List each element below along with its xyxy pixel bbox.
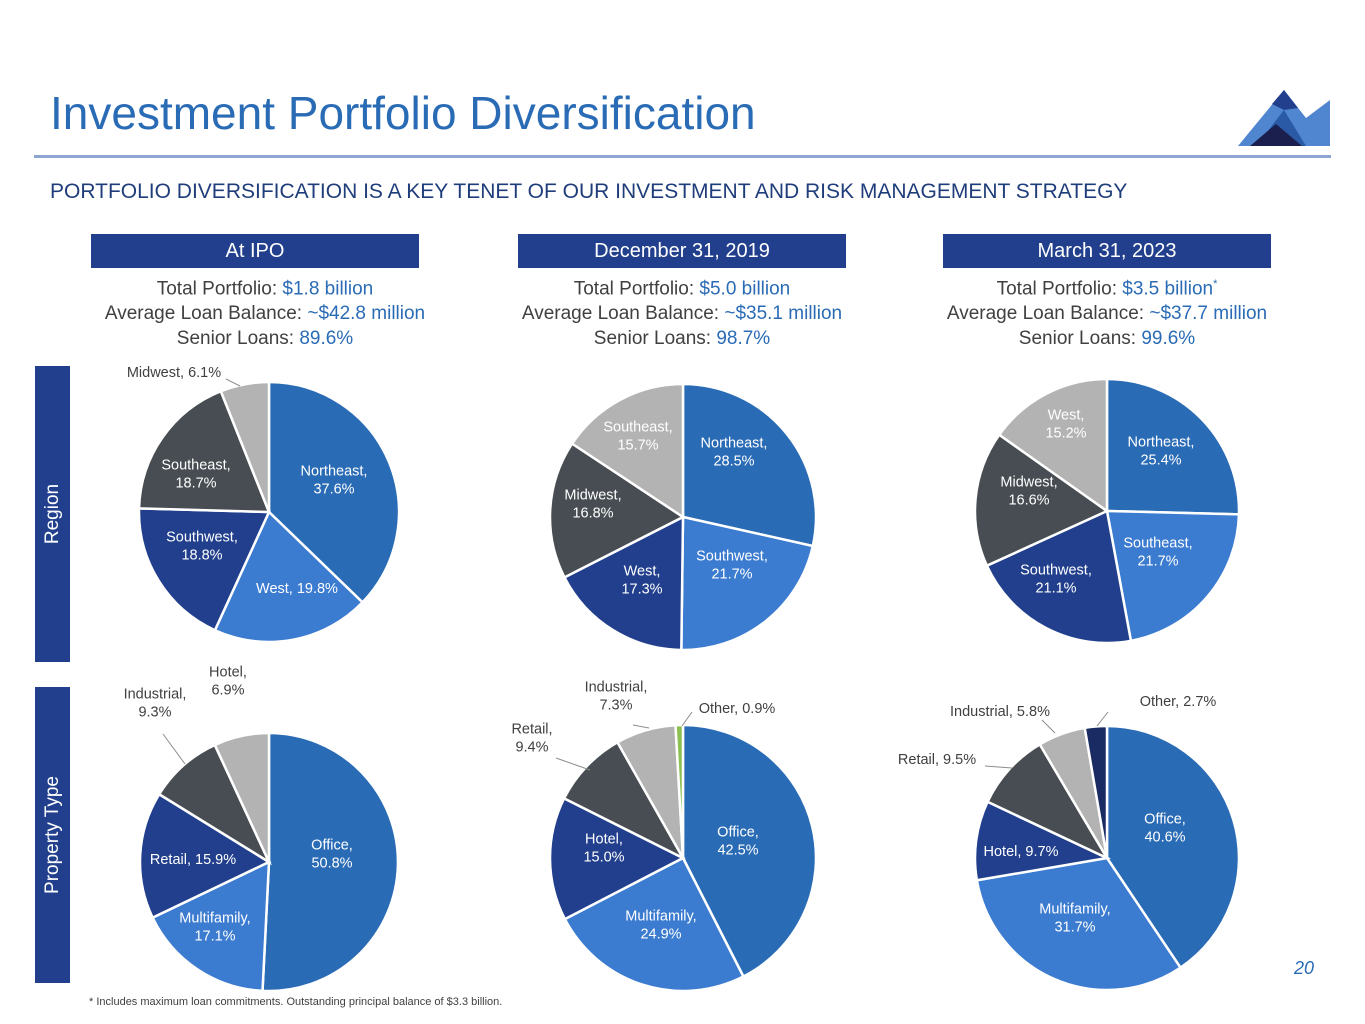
pie-slice-office bbox=[261, 731, 400, 993]
stats-2023: Total Portfolio: $3.5 billion* Average L… bbox=[897, 272, 1317, 351]
pie-slice-southeast bbox=[1105, 509, 1241, 643]
data-label-industrial: Industrial, 7.3% bbox=[585, 679, 648, 713]
pie-slice-southwest bbox=[680, 515, 815, 652]
pie-chart-3: Office, 50.8% Multifamily, 17.1% Retail, 15.… bbox=[124, 664, 400, 993]
avg-loan-line: Average Loan Balance: ~$42.8 million bbox=[104, 303, 426, 325]
pie-slice-multifamily bbox=[975, 856, 1183, 992]
total-portfolio-line: Total Portfolio: $1.8 billion bbox=[156, 278, 374, 300]
data-label-west: West, 19.8% bbox=[256, 581, 338, 597]
data-label-office: Office, 50.8% bbox=[311, 837, 353, 871]
data-label-multifamily: Multifamily, 31.7% bbox=[1039, 901, 1110, 935]
data-label-southwest: Southwest, 21.7% bbox=[696, 548, 768, 582]
total-portfolio-line: Total Portfolio: $5.0 billion bbox=[573, 278, 791, 300]
data-label-southwest: Southwest, 18.8% bbox=[166, 529, 238, 563]
footnote: * Includes maximum loan commitments. Out… bbox=[89, 996, 503, 1008]
pie-slice-hotel bbox=[548, 796, 686, 921]
leader-line bbox=[555, 757, 591, 771]
pie-slice-hotel bbox=[973, 800, 1112, 882]
pie-slice-retail bbox=[562, 740, 687, 861]
total-portfolio-line: Total Portfolio: $3.5 billion* bbox=[996, 278, 1218, 300]
data-label-retail: Retail, 15.9% bbox=[150, 852, 236, 868]
data-label-southeast: Southeast, 15.7% bbox=[603, 419, 672, 453]
senior-loans-line: Senior Loans: 99.6% bbox=[1018, 328, 1196, 350]
data-label-hotel: Hotel, 9.7% bbox=[984, 844, 1059, 860]
page-title: Investment Portfolio Diversification bbox=[50, 87, 756, 139]
pie-slice-retail bbox=[985, 742, 1111, 861]
pie-slice-hotel bbox=[213, 731, 271, 863]
leader-line bbox=[984, 765, 1013, 769]
pie-slice-midwest bbox=[219, 380, 271, 513]
pie-slice-southwest bbox=[137, 507, 271, 632]
data-label-retail: Retail, 9.4% bbox=[511, 721, 552, 755]
leader-line bbox=[681, 711, 693, 727]
leader-line bbox=[1041, 719, 1056, 734]
leader-line bbox=[1096, 711, 1109, 727]
data-label-office: Office, 40.6% bbox=[1144, 811, 1186, 845]
mountain-logo-icon bbox=[1238, 90, 1330, 146]
pie-slice-other bbox=[1083, 724, 1109, 859]
senior-loans-line: Senior Loans: 98.7% bbox=[593, 328, 771, 350]
pie-chart-5: Office, 40.6% Multifamily, 31.7% Hotel, 9.7%… bbox=[898, 694, 1241, 992]
pie-slice-multifamily bbox=[150, 859, 271, 993]
row-label-region: Region bbox=[35, 366, 70, 662]
leader-line bbox=[632, 724, 650, 729]
data-label-industrial: Industrial, 5.8% bbox=[950, 704, 1050, 720]
pie-slice-southwest bbox=[985, 509, 1133, 645]
data-label-industrial: Industrial, 9.3% bbox=[124, 686, 187, 720]
stats-ipo: Total Portfolio: $1.8 billion Average Lo… bbox=[55, 272, 475, 351]
data-label-other: Other, 2.7% bbox=[1140, 694, 1217, 710]
avg-loan-line: Average Loan Balance: ~$37.7 million bbox=[946, 303, 1268, 325]
data-label-midwest: Midwest, 16.6% bbox=[1000, 474, 1057, 508]
page-number: 20 bbox=[1294, 958, 1315, 978]
pie-slice-northeast bbox=[267, 380, 401, 605]
data-label-midwest: Midwest, 6.1% bbox=[127, 365, 221, 381]
column-header-ipo: At IPO bbox=[91, 234, 419, 268]
pie-slice-west bbox=[562, 514, 685, 652]
pie-slice-office bbox=[681, 723, 818, 979]
page-subtitle: PORTFOLIO DIVERSIFICATION IS A KEY TENET… bbox=[50, 180, 1128, 203]
data-label-southeast: Southeast, 21.7% bbox=[1123, 535, 1192, 569]
data-label-midwest: Midwest, 16.8% bbox=[564, 487, 621, 521]
leader-line bbox=[225, 378, 241, 387]
pie-slice-midwest bbox=[973, 433, 1110, 568]
pie-slice-midwest bbox=[548, 441, 686, 580]
data-label-southeast: Southeast, 18.7% bbox=[161, 457, 230, 491]
pie-slice-west bbox=[213, 509, 365, 644]
pie-slice-west bbox=[997, 377, 1109, 514]
senior-loans-line: Senior Loans: 89.6% bbox=[176, 328, 354, 350]
pie-slice-northeast bbox=[1105, 377, 1241, 516]
data-label-multifamily: Multifamily, 17.1% bbox=[179, 910, 250, 944]
data-label-west: West, 15.2% bbox=[1045, 407, 1086, 441]
data-label-office: Office, 42.5% bbox=[717, 824, 759, 858]
data-label-hotel: Hotel, 15.0% bbox=[583, 831, 624, 865]
title-divider bbox=[34, 155, 1331, 158]
data-label-southwest: Southwest, 21.1% bbox=[1020, 562, 1092, 596]
pie-chart-4: Office, 42.5% Multifamily, 24.9% Hotel, 15.0%… bbox=[511, 679, 818, 993]
stats-2019: Total Portfolio: $5.0 billion Average Lo… bbox=[472, 272, 892, 351]
data-label-retail: Retail, 9.5% bbox=[898, 752, 976, 768]
data-label-other: Other, 0.9% bbox=[699, 701, 776, 717]
pie-slice-multifamily bbox=[563, 856, 746, 993]
column-header-2019: December 31, 2019 bbox=[518, 234, 846, 268]
pie-chart-1: Northeast, 28.5% Southwest, 21.7% West, 17.3%… bbox=[548, 382, 818, 652]
avg-loan-line: Average Loan Balance: ~$35.1 million bbox=[521, 303, 843, 325]
data-label-hotel: Hotel, 6.9% bbox=[209, 664, 247, 698]
pie-chart-0: Northeast, 37.6% West, 19.8% Southwest, 18.8… bbox=[127, 365, 401, 644]
data-label-multifamily: Multifamily, 24.9% bbox=[625, 908, 696, 942]
data-label-northeast: Northeast, 37.6% bbox=[301, 463, 368, 497]
pie-slice-southeast bbox=[570, 382, 685, 520]
pie-slice-southeast bbox=[137, 389, 271, 514]
pie-chart-2: Northeast, 25.4% Southeast, 21.7% Southwest,… bbox=[973, 377, 1241, 645]
pie-slice-office bbox=[1105, 724, 1241, 970]
column-header-2023: March 31, 2023 bbox=[943, 234, 1271, 268]
leader-line bbox=[162, 733, 186, 765]
data-label-west: West, 17.3% bbox=[621, 563, 662, 597]
row-label-property-type: Property Type bbox=[35, 687, 70, 983]
data-label-northeast: Northeast, 25.4% bbox=[1128, 434, 1195, 468]
pie-slice-retail bbox=[138, 792, 272, 920]
data-label-northeast: Northeast, 28.5% bbox=[701, 435, 768, 469]
pie-slice-northeast bbox=[681, 382, 818, 548]
